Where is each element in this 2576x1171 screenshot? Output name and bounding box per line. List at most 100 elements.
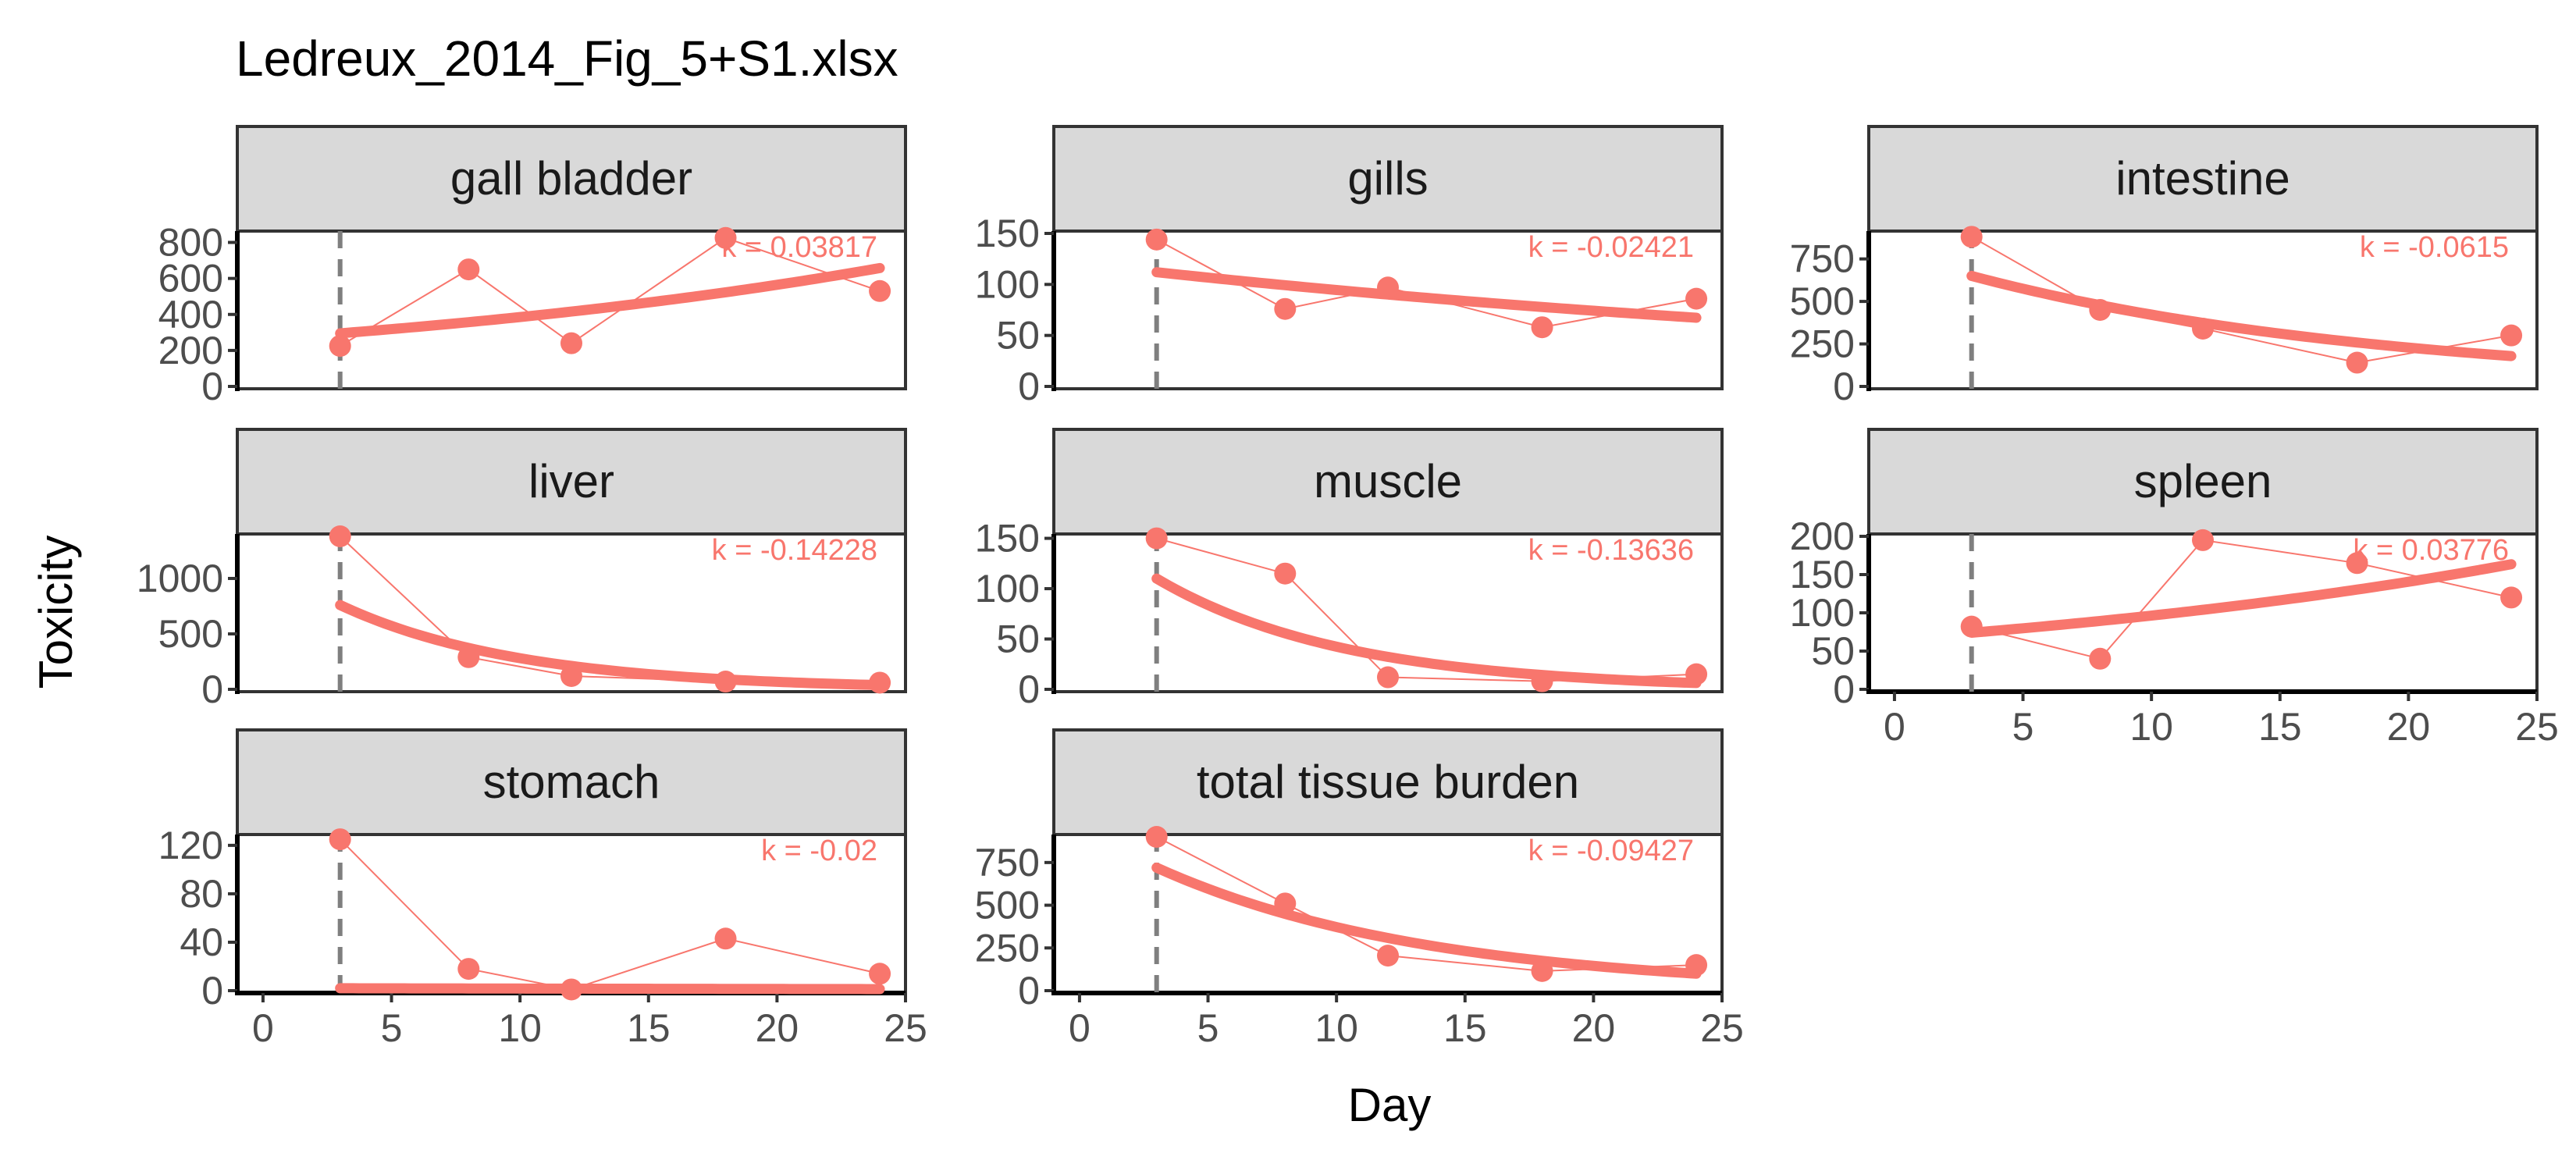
x-tick-label: 0	[1884, 705, 1905, 749]
facet-strip-label: intestine	[2115, 152, 2290, 205]
data-point	[1960, 615, 1983, 638]
data-point	[869, 963, 891, 985]
data-point	[1377, 276, 1399, 299]
y-tick-label: 50	[1811, 629, 1855, 673]
x-tick-label: 15	[627, 1006, 671, 1050]
y-tick-label: 80	[180, 872, 223, 916]
y-tick-label: 500	[158, 612, 223, 656]
facet-strip	[1052, 428, 1724, 536]
x-tick-label: 0	[1069, 1006, 1091, 1050]
k-label: k = 0.03817	[721, 231, 877, 264]
facet-strip-label: liver	[528, 455, 614, 507]
data-point	[2346, 552, 2368, 575]
y-tick-label: 0	[1833, 667, 1855, 711]
y-tick-label: 0	[1018, 969, 1040, 1013]
k-label: k = -0.09427	[1528, 835, 1694, 867]
x-tick-label: 25	[884, 1006, 927, 1050]
data-point	[869, 671, 891, 694]
k-label: k = -0.13636	[1528, 534, 1694, 567]
facet-strip	[1867, 125, 2539, 233]
facet-strip-label: muscle	[1314, 455, 1462, 507]
y-tick-label: 0	[201, 969, 223, 1013]
y-axis-title: Toxicity	[30, 536, 82, 689]
data-point	[1685, 663, 1708, 685]
fit-curve	[1151, 267, 1702, 323]
data-point	[1145, 527, 1168, 550]
y-tick-label: 0	[1018, 667, 1040, 711]
y-tick-label: 150	[975, 517, 1040, 561]
data-point	[329, 525, 351, 547]
fit-curve	[1966, 559, 2517, 638]
facet-strip	[236, 728, 907, 836]
k-label: k = -0.0615	[2360, 231, 2509, 264]
data-point	[1145, 826, 1168, 848]
facet-gills: gills 0 50 100 150 k = -0.02421	[975, 125, 1724, 408]
facet-strip-label: gall bladder	[450, 152, 692, 205]
facet-muscle: muscle 0 50 100 150 k = -0.13636	[975, 428, 1724, 711]
x-tick-label: 15	[1443, 1006, 1487, 1050]
data-point	[1531, 316, 1553, 339]
y-tick-label: 0	[201, 365, 223, 408]
x-tick-label: 25	[2515, 705, 2559, 749]
data-point	[714, 226, 737, 249]
y-tick-label: 50	[996, 618, 1040, 661]
data-point	[1377, 945, 1399, 967]
data-point	[1377, 666, 1399, 689]
data-point	[1274, 892, 1297, 915]
x-tick-label: 10	[1315, 1006, 1358, 1050]
data-point	[1960, 226, 1983, 248]
data-point	[1531, 670, 1553, 692]
x-tick-label: 10	[2129, 705, 2173, 749]
x-tick-label: 0	[252, 1006, 274, 1050]
fit-curve	[335, 600, 885, 691]
y-tick-label: 150	[975, 212, 1040, 255]
x-tick-label: 10	[498, 1006, 542, 1050]
data-point	[2500, 586, 2523, 609]
data-point	[714, 927, 737, 950]
data-point	[1685, 954, 1708, 977]
data-point	[869, 279, 891, 302]
y-tick-label: 600	[158, 257, 223, 301]
data-point	[2192, 317, 2214, 340]
k-label: k = -0.02	[761, 835, 877, 867]
y-tick-label: 100	[975, 567, 1040, 610]
y-tick-label: 100	[1790, 591, 1855, 635]
k-label: k = -0.02421	[1528, 231, 1694, 264]
facet-strip	[1867, 428, 2539, 536]
facet-liver: liver 0 500 1000 k = -0.14228	[137, 428, 907, 711]
data-point	[2500, 324, 2523, 347]
y-tick-label: 1000	[137, 557, 223, 600]
y-tick-label: 800	[158, 221, 223, 265]
fit-curve	[335, 262, 885, 339]
facet-strip-label: spleen	[2134, 455, 2272, 507]
y-tick-label: 100	[975, 262, 1040, 306]
chart-title: Ledreux_2014_Fig_5+S1.xlsx	[236, 30, 898, 87]
data-point	[329, 828, 351, 851]
x-tick-label: 15	[2258, 705, 2302, 749]
y-tick-label: 500	[975, 884, 1040, 927]
y-tick-label: 750	[975, 841, 1040, 884]
data-point	[560, 664, 582, 687]
y-tick-label: 400	[158, 293, 223, 336]
facet-strip	[236, 125, 907, 233]
fit-curve	[1151, 573, 1702, 689]
data-point	[457, 646, 480, 668]
y-tick-label: 40	[180, 920, 223, 964]
data-point	[329, 335, 351, 358]
y-tick-label: 750	[1790, 237, 1855, 281]
x-tick-label: 25	[1700, 1006, 1744, 1050]
x-tick-label: 5	[381, 1006, 403, 1050]
x-tick-label: 20	[756, 1006, 799, 1050]
y-tick-label: 250	[1790, 322, 1855, 366]
y-tick-label: 120	[158, 824, 223, 867]
x-tick-label: 5	[2012, 705, 2034, 749]
facet-strip-label: gills	[1347, 152, 1428, 205]
y-tick-label: 250	[975, 926, 1040, 970]
facet-strip-label: stomach	[483, 756, 660, 808]
